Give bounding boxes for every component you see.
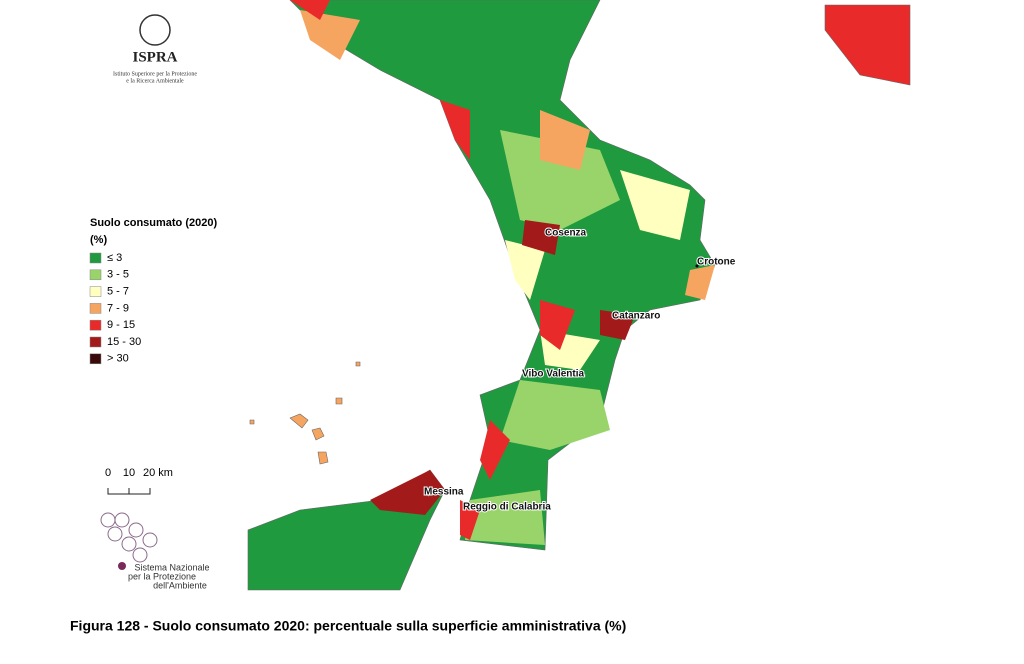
scale-bar: 0 10 20 km xyxy=(105,467,173,495)
legend-title: Suolo consumato (2020) xyxy=(90,217,217,229)
legend-swatch xyxy=(89,303,102,314)
snpa-text: Sistema Nazionale xyxy=(134,562,209,572)
logo-shape xyxy=(121,536,137,552)
logo-subtitle: e la Ricerca Ambientale xyxy=(126,78,184,84)
aeolian-islands xyxy=(249,361,361,465)
scale-line xyxy=(107,488,151,495)
legend-label: 3 - 5 xyxy=(107,269,129,281)
sicily-coast xyxy=(370,470,445,515)
logo-shape xyxy=(142,532,158,548)
logo-shape xyxy=(100,512,116,528)
area-pale xyxy=(505,170,690,370)
legend-swatch xyxy=(89,252,102,264)
legend-label: 15 - 30 xyxy=(107,336,141,348)
calabria xyxy=(289,0,716,551)
legend-title: (%) xyxy=(90,234,107,246)
logo-shape xyxy=(114,512,130,528)
legend-label: > 30 xyxy=(107,353,129,365)
city-labels: Cosenza Crotone Catanzaro Vibo Valentia Mess… xyxy=(423,227,737,514)
ispra-logo: ISPRA Istituto Superiore per la Protezio… xyxy=(113,14,197,84)
logo-name: ISPRA xyxy=(132,49,177,65)
area-dark-red xyxy=(522,220,635,340)
islands-north xyxy=(824,4,911,86)
city-label: Messina xyxy=(424,487,464,498)
city-label: Catanzaro xyxy=(612,311,660,322)
legend-swatch xyxy=(89,336,102,348)
logo-shape xyxy=(107,526,123,542)
city-label: Vibo Valentia xyxy=(522,369,584,380)
snpa-text: per la Protezione xyxy=(128,571,196,581)
city-dot xyxy=(695,264,699,268)
city-label: Reggio di Calabria xyxy=(463,502,551,513)
map xyxy=(247,0,911,591)
city-label: Crotone xyxy=(697,257,736,268)
legend-label: 7 - 9 xyxy=(107,302,129,314)
caption: Figura 128 - Suolo consumato 2020: perce… xyxy=(70,618,626,634)
city-label: Cosenza xyxy=(545,228,587,239)
legend-label: ≤ 3 xyxy=(107,252,122,264)
legend-label: 5 - 7 xyxy=(107,286,129,298)
scale-label: 20 km xyxy=(143,467,173,479)
legend-label: 9 - 15 xyxy=(107,319,135,331)
area-light xyxy=(465,130,620,545)
legend: Suolo consumato (2020) (%) ≤ 3 3 - 5 5 - 7… xyxy=(89,217,217,365)
logo-shape xyxy=(132,547,148,563)
legend-swatch xyxy=(89,319,102,331)
emblem xyxy=(139,14,171,46)
legend-swatch xyxy=(89,269,102,281)
logo-dot xyxy=(118,562,126,570)
area-orange xyxy=(300,10,715,300)
legend-swatch xyxy=(89,286,102,297)
snpa-logo: Sistema Nazionale per la Protezione dell… xyxy=(100,512,210,590)
logo-shape xyxy=(128,522,144,538)
scale-label: 0 xyxy=(105,467,111,479)
legend-swatch xyxy=(89,353,102,365)
scale-label: 10 xyxy=(123,467,135,479)
logo-subtitle: Istituto Superiore per la Protezione xyxy=(113,71,197,77)
snpa-text: dell'Ambiente xyxy=(153,580,207,590)
